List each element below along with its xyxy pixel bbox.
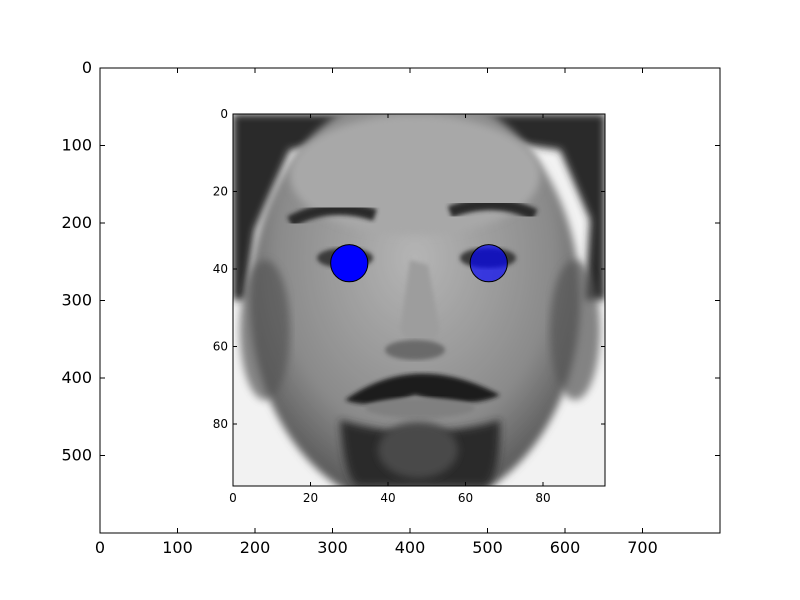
outer-x-ticks: 0 100 200 300 400 500 600 700 xyxy=(95,68,658,557)
inset-x-ticks: 0 20 40 60 80 xyxy=(229,114,551,505)
outer-x-tick-label: 300 xyxy=(317,538,348,557)
inset-y-tick-label: 40 xyxy=(213,262,228,276)
outer-x-tick-label: 500 xyxy=(472,538,503,557)
inset-x-tick-label: 40 xyxy=(380,491,395,505)
inset-axes: 0 20 40 60 80 0 20 40 60 80 xyxy=(213,107,606,505)
inset-y-ticks: 0 20 40 60 80 xyxy=(213,107,605,431)
inset-x-tick-label: 20 xyxy=(303,491,318,505)
outer-x-tick-label: 400 xyxy=(395,538,426,557)
right-eye-marker xyxy=(469,244,508,283)
outer-x-tick-label: 100 xyxy=(162,538,193,557)
outer-y-tick-label: 400 xyxy=(61,368,92,387)
left-eye-marker xyxy=(330,244,369,283)
inset-x-tick-label: 0 xyxy=(229,491,237,505)
outer-x-tick-label: 700 xyxy=(627,538,658,557)
inset-y-tick-label: 0 xyxy=(220,107,228,121)
inset-y-tick-label: 20 xyxy=(213,185,228,199)
face-image xyxy=(233,114,605,486)
outer-y-tick-label: 300 xyxy=(61,291,92,310)
inset-axes-frame xyxy=(232,113,606,487)
outer-x-tick-label: 200 xyxy=(240,538,271,557)
inset-y-tick-label: 80 xyxy=(213,417,228,431)
inset-x-tick-label: 80 xyxy=(535,491,550,505)
outer-x-tick-label: 600 xyxy=(550,538,581,557)
eye-markers xyxy=(330,244,508,283)
outer-y-tick-label: 500 xyxy=(61,446,92,465)
inset-y-tick-label: 60 xyxy=(213,340,228,354)
inset-x-tick-label: 60 xyxy=(458,491,473,505)
outer-y-tick-label: 0 xyxy=(82,58,92,77)
outer-y-tick-label: 200 xyxy=(61,213,92,232)
outer-y-tick-label: 100 xyxy=(61,136,92,155)
outer-x-tick-label: 0 xyxy=(95,538,105,557)
